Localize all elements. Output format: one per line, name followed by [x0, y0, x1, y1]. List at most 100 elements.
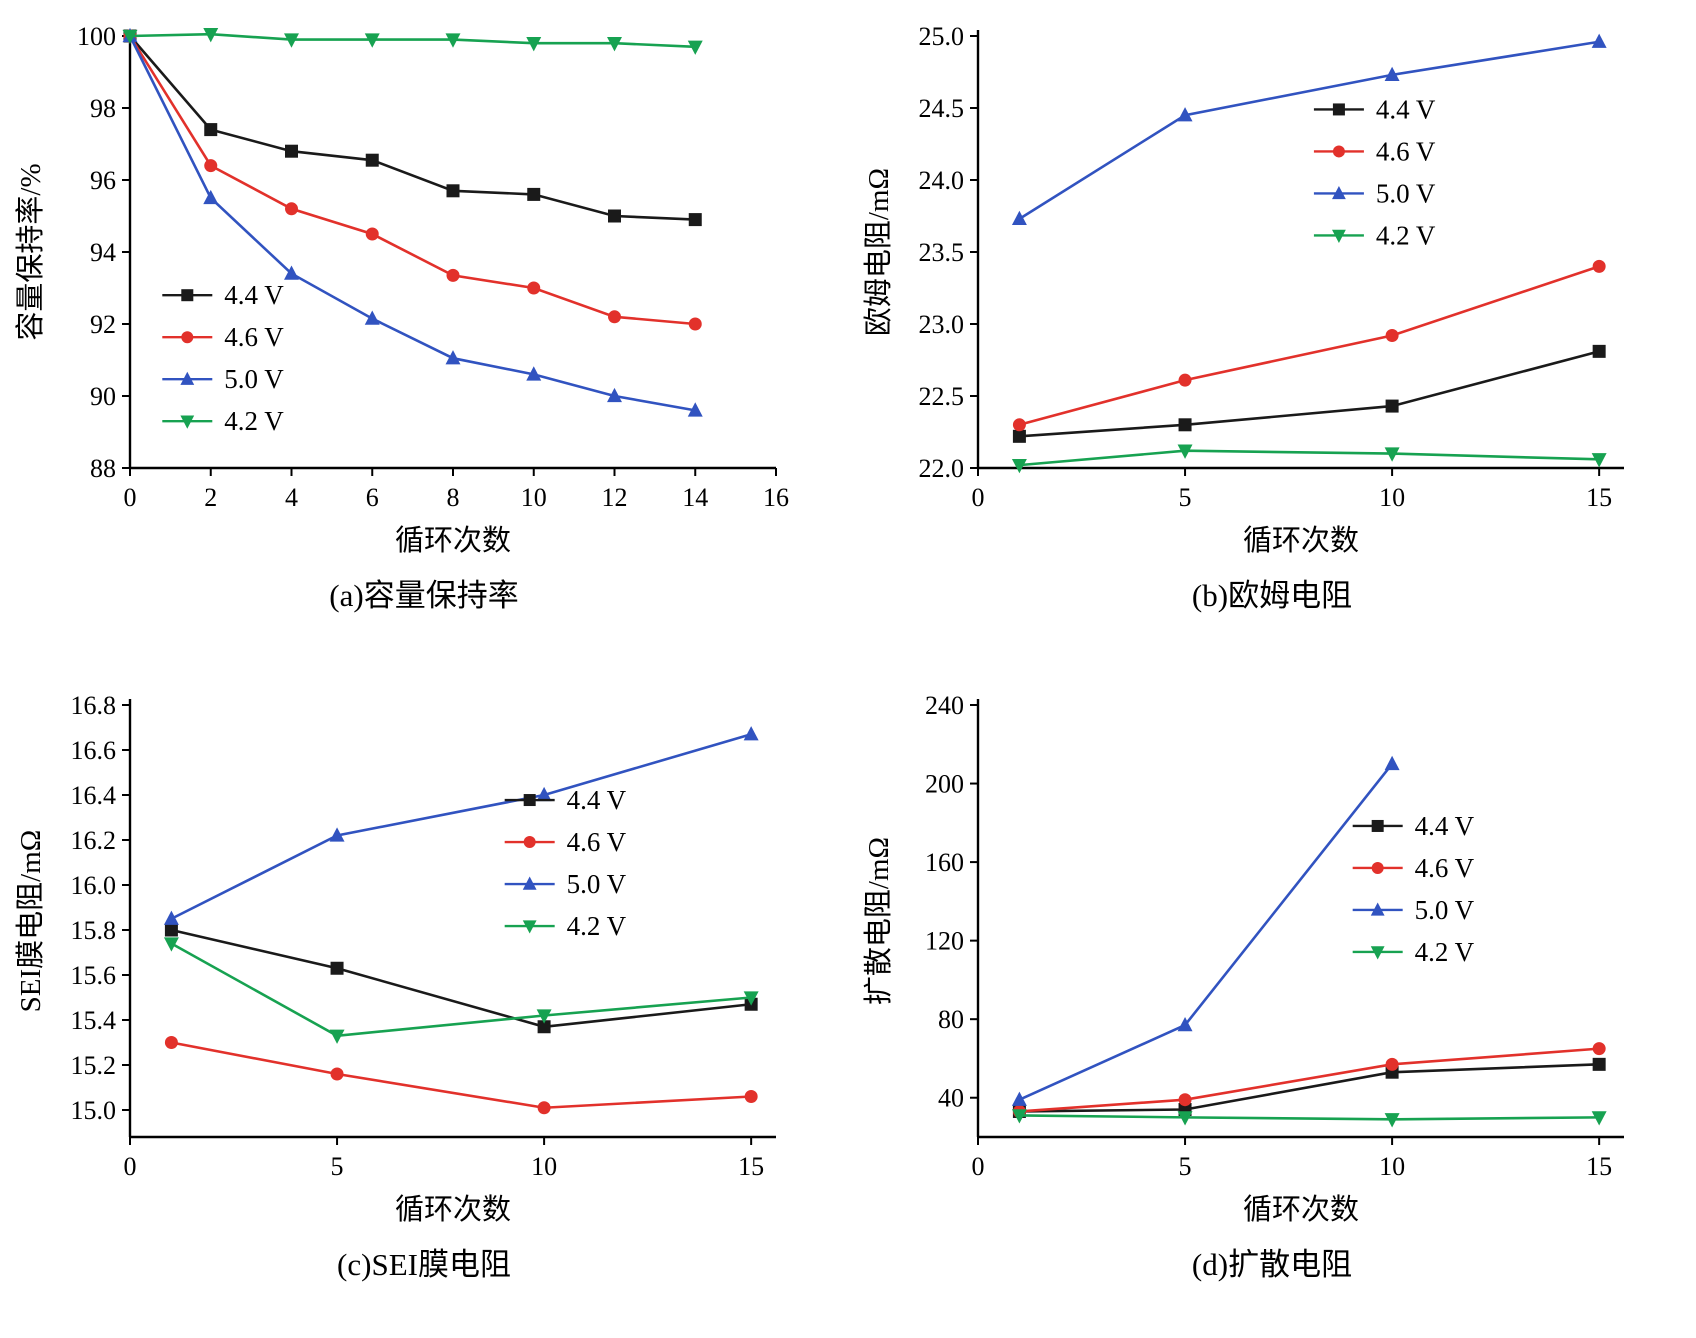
- svg-text:4.4 V: 4.4 V: [567, 785, 627, 815]
- svg-text:4.6 V: 4.6 V: [224, 322, 284, 352]
- legend: 4.4 V 4.6 V 5.0 V 4.2 V: [162, 280, 284, 436]
- svg-text:22.5: 22.5: [919, 382, 965, 411]
- series: [1011, 33, 1607, 474]
- svg-text:0: 0: [124, 1152, 137, 1181]
- svg-text:10: 10: [521, 483, 547, 512]
- svg-text:5.0 V: 5.0 V: [1376, 178, 1436, 208]
- svg-text:16: 16: [763, 483, 789, 512]
- axes: 0 5 10 15 22.0 22.5 23.0 23.5 24.0 24.5 25.0 循环次数 欧姆…: [862, 22, 1624, 557]
- series-line: [1019, 1047, 1600, 1113]
- svg-text:15: 15: [1586, 1152, 1612, 1181]
- svg-text:80: 80: [938, 1005, 964, 1034]
- svg-text:SEI膜电阻/mΩ: SEI膜电阻/mΩ: [14, 830, 47, 1013]
- series-line: [1019, 265, 1600, 427]
- svg-text:4.4 V: 4.4 V: [1376, 94, 1436, 124]
- svg-text:92: 92: [90, 310, 116, 339]
- svg-text:循环次数: 循环次数: [395, 524, 511, 557]
- svg-text:10: 10: [1379, 1152, 1405, 1181]
- svg-text:12: 12: [602, 483, 628, 512]
- svg-text:88: 88: [90, 454, 116, 483]
- series-line: [1019, 1114, 1600, 1121]
- legend: 4.4 V 4.6 V 5.0 V 4.2 V: [504, 785, 627, 941]
- svg-text:循环次数: 循环次数: [395, 1193, 511, 1226]
- svg-text:4.2 V: 4.2 V: [1376, 220, 1436, 250]
- svg-text:4.4 V: 4.4 V: [224, 280, 284, 310]
- svg-text:240: 240: [925, 691, 964, 720]
- caption-c: (c)SEI膜电阻: [337, 1247, 511, 1282]
- svg-text:0: 0: [972, 1152, 985, 1181]
- svg-text:5: 5: [1179, 1152, 1192, 1181]
- svg-text:容量保持率/%: 容量保持率/%: [14, 163, 47, 340]
- svg-text:16.2: 16.2: [71, 826, 117, 855]
- svg-text:16.6: 16.6: [71, 736, 117, 765]
- svg-text:5.0 V: 5.0 V: [1415, 895, 1475, 925]
- svg-text:4.2 V: 4.2 V: [224, 406, 284, 436]
- svg-text:94: 94: [90, 238, 116, 267]
- panel-c: 0 5 10 15 15.0 15.2 15.4 15.6 15.8 16.0 16.2 16.4 16…: [0, 669, 848, 1338]
- series-line: [171, 1041, 752, 1110]
- axes: 0 2 4 6 8 10 12 14 16 88 90 92 94 96 98 100 循环次数 容量保持率/%: [14, 22, 789, 557]
- series-line: [128, 35, 696, 412]
- svg-text:4.6 V: 4.6 V: [1376, 136, 1436, 166]
- svg-text:0: 0: [972, 483, 985, 512]
- caption-b: (b)欧姆电阻: [1191, 578, 1353, 613]
- svg-text:4.6 V: 4.6 V: [567, 827, 627, 857]
- panel-b: 0 5 10 15 22.0 22.5 23.0 23.5 24.0 24.5 25.0 循环次数 欧姆…: [848, 0, 1696, 669]
- series-line: [129, 32, 696, 49]
- svg-text:16.8: 16.8: [71, 691, 117, 720]
- svg-text:24.0: 24.0: [919, 166, 965, 195]
- chart-capacity-retention: 0 2 4 6 8 10 12 14 16 88 90 92 94 96 98 100 循环次数 容量保持率/% 4…: [14, 22, 789, 557]
- legend: 4.4 V 4.6 V 5.0 V 4.2 V: [1313, 94, 1436, 250]
- series-line: [1019, 1063, 1600, 1113]
- svg-text:15: 15: [738, 1152, 764, 1181]
- svg-text:4.2 V: 4.2 V: [1415, 937, 1475, 967]
- svg-text:4.4 V: 4.4 V: [1415, 811, 1475, 841]
- svg-text:96: 96: [90, 166, 116, 195]
- svg-text:15.4: 15.4: [71, 1006, 117, 1035]
- series: [1011, 755, 1607, 1128]
- svg-text:15: 15: [1586, 483, 1612, 512]
- svg-text:10: 10: [531, 1152, 557, 1181]
- svg-text:5: 5: [1179, 483, 1192, 512]
- svg-text:4.2 V: 4.2 V: [567, 911, 627, 941]
- svg-text:循环次数: 循环次数: [1243, 524, 1359, 557]
- svg-text:16.0: 16.0: [71, 871, 117, 900]
- chart-sei-film-resistance: 0 5 10 15 15.0 15.2 15.4 15.6 15.8 16.0 16.2 16.4 16…: [14, 691, 776, 1226]
- svg-text:14: 14: [682, 483, 708, 512]
- series-line: [129, 35, 696, 221]
- panel-a: 0 2 4 6 8 10 12 14 16 88 90 92 94 96 98 100 循环次数 容量保持率/% 4…: [0, 0, 848, 669]
- svg-text:4.6 V: 4.6 V: [1415, 853, 1475, 883]
- svg-text:23.0: 23.0: [919, 310, 965, 339]
- axes: 0 5 10 15 40 80 120 160 200 240 循环次数 扩散电阻/mΩ: [862, 691, 1624, 1226]
- chart-ohmic-resistance: 0 5 10 15 22.0 22.5 23.0 23.5 24.0 24.5 25.0 循环次数 欧姆…: [862, 22, 1624, 557]
- series: [122, 27, 703, 417]
- svg-text:欧姆电阻/mΩ: 欧姆电阻/mΩ: [862, 168, 895, 336]
- svg-text:扩散电阻/mΩ: 扩散电阻/mΩ: [862, 837, 895, 1005]
- svg-text:40: 40: [938, 1084, 964, 1113]
- svg-text:15.6: 15.6: [71, 961, 117, 990]
- svg-text:5: 5: [331, 1152, 344, 1181]
- svg-text:15.8: 15.8: [71, 916, 117, 945]
- svg-text:2: 2: [204, 483, 217, 512]
- caption-a: (a)容量保持率: [329, 578, 519, 613]
- svg-text:10: 10: [1379, 483, 1405, 512]
- svg-text:24.5: 24.5: [919, 94, 965, 123]
- svg-text:23.5: 23.5: [919, 238, 965, 267]
- svg-text:25.0: 25.0: [919, 22, 965, 51]
- svg-text:0: 0: [124, 483, 137, 512]
- series-line: [170, 733, 752, 920]
- series-line: [1018, 763, 1394, 1101]
- series: [163, 726, 759, 1115]
- legend: 4.4 V 4.6 V 5.0 V 4.2 V: [1352, 811, 1475, 967]
- svg-text:4: 4: [285, 483, 298, 512]
- svg-text:15.2: 15.2: [71, 1051, 117, 1080]
- svg-text:5.0 V: 5.0 V: [224, 364, 284, 394]
- svg-text:200: 200: [925, 770, 964, 799]
- svg-text:98: 98: [90, 94, 116, 123]
- series-line: [170, 942, 752, 1038]
- series-line: [128, 35, 696, 326]
- svg-text:120: 120: [925, 927, 964, 956]
- svg-text:循环次数: 循环次数: [1243, 1193, 1359, 1226]
